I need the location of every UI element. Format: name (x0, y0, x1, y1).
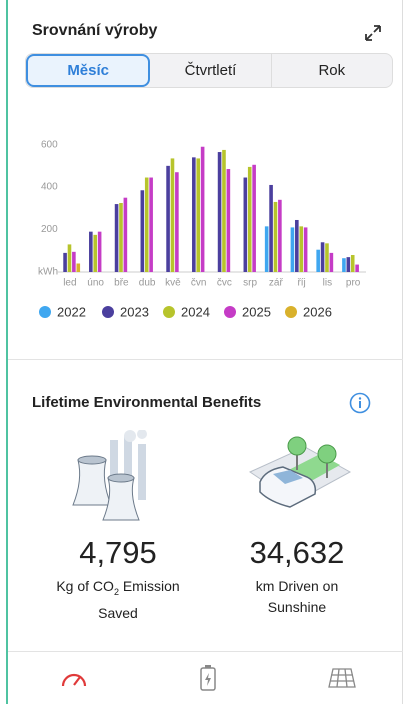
bar (63, 252, 67, 272)
bar (299, 226, 304, 272)
x-tick-label: čvn (191, 278, 207, 289)
bar (144, 177, 149, 272)
x-tick-label: bře (114, 278, 129, 289)
bar (269, 184, 273, 272)
chart: kWh 200 400 600 led úno bře dub kvě čvn čvc srp zář… (38, 139, 366, 319)
bar (123, 197, 128, 272)
bar (175, 172, 179, 272)
bar (320, 242, 325, 272)
bar (222, 149, 226, 272)
bar (346, 257, 351, 272)
x-tick-label: kvě (165, 278, 181, 289)
factory-icon (72, 430, 147, 521)
y-tick-label: 400 (41, 182, 58, 193)
bar (89, 231, 93, 272)
bar (67, 244, 72, 272)
nav-dashboard[interactable] (60, 666, 88, 690)
nav-panels[interactable] (328, 667, 356, 689)
bar (72, 251, 76, 272)
bar (76, 263, 81, 272)
caption-subscript: 2 (113, 586, 119, 597)
caption-text: Saved (98, 604, 138, 621)
bar (140, 190, 145, 272)
bar (252, 164, 256, 272)
x-tick-label: říj (297, 278, 305, 289)
bar (329, 252, 334, 272)
legend-label: 2022 (57, 304, 86, 319)
y-tick-label: 200 (41, 224, 58, 235)
benefit-caption: km Driven on Sunshine (207, 576, 387, 618)
bar (303, 227, 308, 272)
bar (149, 177, 153, 272)
info-icon[interactable] (349, 392, 371, 414)
bar (226, 169, 231, 272)
caption-text: km Driven on (255, 578, 339, 594)
x-tick-label: úno (87, 278, 104, 289)
legend-swatch (39, 306, 51, 318)
bar (273, 201, 278, 272)
bar (200, 146, 205, 272)
x-tick-label: zář (269, 278, 284, 289)
expand-icon[interactable] (362, 22, 384, 44)
x-tick-label: lis (323, 278, 332, 289)
x-tick-label: čvc (217, 278, 232, 289)
bar (166, 165, 170, 272)
caption-text: Emission (118, 578, 180, 594)
section-title: Lifetime Environmental Benefits (32, 394, 262, 411)
y-tick-label: 600 (41, 139, 58, 150)
bar (196, 158, 201, 272)
bar (264, 226, 269, 272)
x-tick-label: led (63, 278, 76, 289)
caption-text: Kg of CO (56, 578, 114, 594)
divider (8, 359, 403, 360)
bar (278, 199, 282, 272)
bar (247, 166, 252, 272)
legend-swatch (285, 306, 297, 318)
legend-label: 2026 (303, 304, 332, 319)
legend-label: 2023 (120, 304, 149, 319)
card-title: Srovnání výroby (32, 22, 158, 39)
bar (316, 249, 320, 272)
x-tick-label: srp (243, 278, 257, 289)
benefit-caption: Kg of CO2 Emission Saved (28, 576, 208, 624)
tab[interactable]: Měsíc (26, 54, 151, 87)
benefit-value: 34,632 (249, 535, 345, 570)
tab-bar: Měsíc Čtvrtletí Rok (25, 53, 393, 88)
bar (93, 234, 98, 272)
caption-text: Sunshine (267, 599, 327, 615)
tab[interactable]: Čtvrtletí (150, 54, 272, 87)
bar (170, 158, 175, 272)
legend-label: 2025 (242, 304, 271, 319)
bar (290, 227, 295, 272)
bar (342, 258, 346, 272)
bar (217, 152, 222, 272)
y-axis-label: kWh (38, 267, 58, 278)
bar (119, 203, 123, 272)
tab[interactable]: Rok (318, 62, 346, 79)
legend-swatch (224, 306, 236, 318)
nav-battery[interactable] (198, 664, 218, 692)
legend-swatch (163, 306, 175, 318)
divider (8, 651, 403, 652)
legend-swatch (102, 306, 114, 318)
bar (295, 219, 299, 272)
bar (243, 177, 248, 272)
card-frame (6, 0, 403, 704)
bar (325, 243, 329, 272)
x-tick-label: dub (139, 278, 156, 289)
x-tick-label: pro (346, 278, 361, 289)
bar (192, 157, 196, 272)
bar (97, 231, 102, 272)
bar (350, 255, 355, 272)
benefit-value: 4,795 (79, 535, 157, 570)
bar (114, 204, 119, 272)
car-icon (248, 436, 352, 508)
bar (355, 264, 359, 272)
legend-label: 2024 (181, 304, 210, 319)
